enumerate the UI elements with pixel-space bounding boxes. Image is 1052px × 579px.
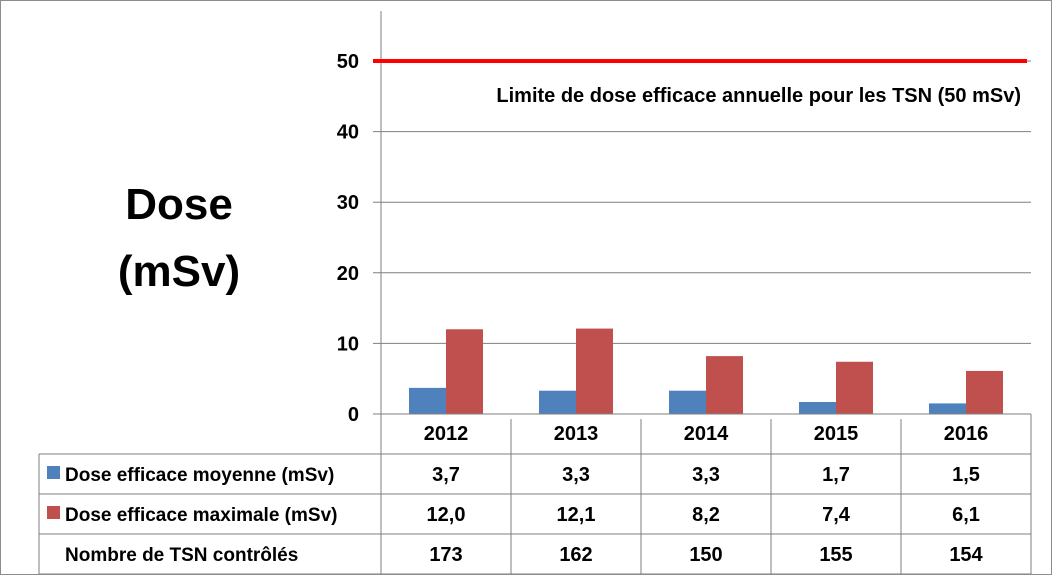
x-category-label: 2012 [424, 423, 469, 445]
table-cell: 6,1 [952, 504, 980, 526]
table-cell: 162 [559, 544, 592, 566]
table-cell: 1,7 [822, 464, 850, 486]
bar-mean-dose [669, 390, 706, 414]
table-row-label: Nombre de TSN contrôlés [65, 545, 298, 566]
x-category-label: 2016 [944, 423, 989, 445]
table-row-label: Dose efficace maximale (mSv) [65, 505, 337, 526]
y-axis-title-line2: (mSv) [118, 247, 240, 296]
table-row-label: Dose efficace moyenne (mSv) [65, 465, 334, 486]
table-cell: 3,3 [562, 464, 590, 486]
bars [409, 328, 1003, 414]
y-tick-label: 10 [337, 333, 359, 355]
y-tick-label: 50 [337, 51, 359, 73]
x-category-label: 2013 [554, 423, 599, 445]
table-cell: 155 [819, 544, 852, 566]
bar-mean-dose [409, 387, 446, 414]
y-tick-label: 40 [337, 122, 359, 144]
limit-line-group: Limite de dose efficace annuelle pour le… [373, 59, 1027, 107]
table-cell: 12,1 [557, 504, 596, 526]
y-tick-label: 0 [348, 404, 359, 426]
y-axis-ticks: 0 10 20 30 40 50 [337, 51, 359, 426]
data-table: 2012 2013 2014 2015 2016 Dose efficace moyenn… [38, 413, 1032, 575]
y-axis-title-line1: Dose [125, 180, 233, 229]
limit-line-label: Limite de dose efficace annuelle pour le… [496, 85, 1021, 107]
bar-mean-dose [799, 401, 836, 414]
table-cell: 12,0 [427, 504, 466, 526]
y-tick-label: 30 [337, 192, 359, 214]
y-tick-label: 20 [337, 263, 359, 285]
legend-swatch [47, 506, 60, 519]
table-cell: 7,4 [822, 504, 851, 526]
table-cell: 3,7 [432, 464, 460, 486]
bar-max-dose [706, 356, 743, 414]
table-cell: 3,3 [692, 464, 720, 486]
legend-swatch [47, 466, 60, 479]
bar-max-dose [966, 370, 1003, 414]
table-cell: 1,5 [952, 464, 980, 486]
table-cell: 154 [949, 544, 983, 566]
x-category-label: 2014 [684, 423, 729, 445]
table-cell: 173 [429, 544, 462, 566]
bar-max-dose [836, 361, 873, 414]
bar-max-dose [576, 328, 613, 414]
bar-mean-dose [539, 390, 576, 414]
bar-max-dose [446, 329, 483, 414]
bar-mean-dose [929, 403, 966, 414]
table-cell: 150 [689, 544, 722, 566]
table-cell: 8,2 [692, 504, 720, 526]
x-category-label: 2015 [814, 423, 859, 445]
